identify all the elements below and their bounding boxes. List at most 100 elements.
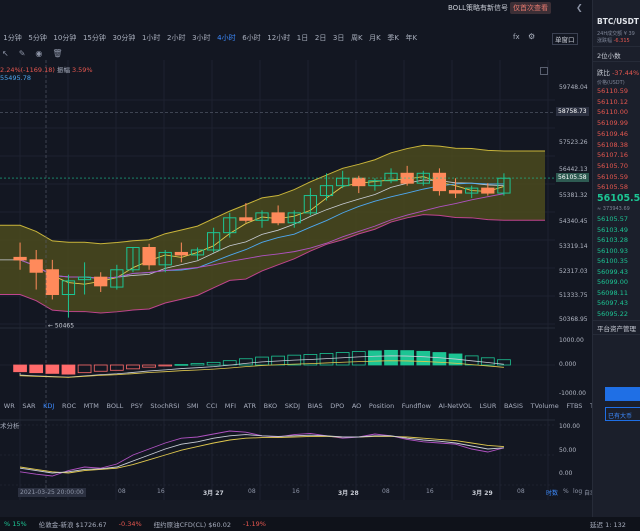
indicator-tab-stochrsi[interactable]: StochRSI — [150, 401, 180, 410]
timeframe-16[interactable]: 季K — [387, 34, 399, 42]
indicator-tab-roc[interactable]: ROC — [61, 401, 77, 410]
change-ratio: 跌比 -37.44% — [597, 67, 639, 77]
ask-row[interactable]: 56110.12 — [597, 97, 629, 106]
expand-icon[interactable] — [540, 67, 548, 75]
indicator-tab-atr[interactable]: ATR — [243, 401, 257, 410]
collapse-icon[interactable]: ❮ — [576, 3, 583, 12]
indicator-tab-fundflow[interactable]: Fundflow — [401, 401, 431, 410]
bid-row[interactable]: 56099.00 — [597, 278, 629, 286]
timeframe-6[interactable]: 2小时 — [167, 34, 186, 42]
timeframe-3[interactable]: 15分钟 — [82, 34, 106, 42]
trade-button[interactable] — [605, 387, 640, 401]
candle-body — [13, 256, 27, 261]
timeframe-4[interactable]: 30分钟 — [112, 34, 136, 42]
bid-row[interactable]: 56099.43 — [597, 267, 629, 276]
indicator-tab-sar[interactable]: SAR — [22, 401, 36, 410]
ask-row[interactable]: 56107.16 — [597, 151, 629, 160]
timeframe-11[interactable]: 1日 — [296, 34, 309, 42]
ask-row[interactable]: 56108.38 — [597, 140, 629, 149]
indicator-tab-smi[interactable]: SMI — [186, 401, 199, 410]
cursor-icon[interactable]: ↖ — [2, 48, 9, 58]
axis-control-3[interactable]: 自动 — [584, 490, 597, 497]
bid-row[interactable]: 56103.49 — [597, 225, 629, 234]
ask-row[interactable]: 56109.46 — [597, 129, 629, 138]
indicator-tab-kdj[interactable]: KDJ — [43, 401, 55, 410]
timeframe-5[interactable]: 1小时 — [141, 34, 161, 42]
axis-control-1[interactable]: % — [563, 488, 569, 495]
ticker-item-3[interactable]: 纽约原油CFD(CL) $60.02 — [153, 521, 231, 529]
bid-row[interactable]: 56100.93 — [597, 246, 629, 255]
pair-title[interactable]: BTC/USDT — [597, 17, 639, 26]
candle-body — [384, 172, 398, 182]
bid-row[interactable]: 56105.57 — [597, 215, 629, 223]
indicator-tab-ao[interactable]: AO — [351, 401, 362, 410]
indicator-tab-wr[interactable]: WR — [3, 401, 15, 410]
bid-row[interactable]: 56103.28 — [597, 236, 629, 244]
ticker-item-4[interactable]: -1.19% — [242, 520, 266, 528]
bid-row[interactable]: 56095.22 — [597, 309, 629, 318]
indicator-tab-boll[interactable]: BOLL — [106, 401, 124, 410]
indicator-tab-dpo[interactable]: DPO — [330, 401, 345, 410]
axis-control-2[interactable]: log — [573, 488, 583, 495]
main-chart-svg[interactable]: ← 50465 — [0, 60, 555, 500]
axis-control-0[interactable]: 时数 — [546, 490, 559, 497]
timeframe-12[interactable]: 2日 — [314, 34, 327, 42]
ask-row[interactable]: 56105.59 — [597, 172, 629, 181]
depth-select[interactable]: 2位小数 — [597, 52, 621, 60]
indicator-tab-skdj[interactable]: SKDJ — [284, 401, 301, 410]
indicator-tab-position[interactable]: Position — [368, 401, 395, 410]
macd-bar — [126, 364, 140, 370]
ticker-item-2[interactable]: -0.34% — [118, 520, 142, 528]
price-axis[interactable]: 59748.04 57523.26 56442.13 55381.32 54340.45… — [555, 60, 592, 500]
indicator-tab-mfi[interactable]: MFI — [224, 401, 237, 410]
indicator-tab-ai-netvol[interactable]: AI-NetVOL — [438, 401, 472, 410]
macd-bar — [45, 364, 60, 374]
window-mode-select[interactable]: 单窗口 — [552, 33, 578, 45]
have-coin-button[interactable]: 已有大币 — [605, 407, 640, 421]
indicator-tab-tvolume[interactable]: TVolume — [530, 401, 559, 410]
boll-notice[interactable]: BOLL策略有新信号 仅首次查看 — [448, 2, 551, 14]
timeframe-15[interactable]: 月K — [369, 34, 381, 42]
ask-row[interactable]: 56110.00 — [597, 108, 629, 117]
trash-icon[interactable]: 🗑 — [52, 48, 63, 58]
eye-icon[interactable]: ◉ — [35, 48, 43, 58]
ask-row[interactable]: 56105.70 — [597, 161, 629, 170]
timeframe-17[interactable]: 年K — [405, 34, 418, 42]
indicator-tab-bias[interactable]: BIAS — [307, 401, 323, 410]
ask-row[interactable]: 56105.58 — [597, 183, 629, 192]
ticker-item-1[interactable]: 伦敦金-新浪 $1726.67 — [38, 521, 107, 529]
timeframe-1[interactable]: 5分钟 — [28, 34, 47, 42]
timeframe-2[interactable]: 10分钟 — [53, 34, 77, 42]
change-24h-label: 涨跌幅 — [597, 38, 613, 44]
candle-body — [448, 190, 463, 194]
indicator-tab-basis[interactable]: BASIS — [503, 401, 524, 410]
indicator-tab-lsur[interactable]: LSUR — [479, 401, 497, 410]
timeframe-8[interactable]: 4小时 — [217, 34, 236, 42]
indicator-tab-bko[interactable]: BKO — [263, 401, 278, 410]
indicator-tab-cci[interactable]: CCI — [206, 401, 218, 410]
timeframe-9[interactable]: 6小时 — [242, 34, 261, 42]
fx-button[interactable]: fx — [513, 33, 520, 41]
ask-row[interactable]: 56110.59 — [597, 87, 629, 95]
bid-row[interactable]: 56098.11 — [597, 288, 629, 297]
indicator-tab-ftbs[interactable]: FTBS — [566, 401, 583, 410]
time-tick: 08 — [517, 488, 525, 495]
volume-24h: 24H成交额 ¥ 39 — [597, 31, 635, 37]
ask-row[interactable]: 56109.99 — [597, 119, 629, 128]
time-axis[interactable]: 2021-03-25 20:00:00 08 16 3月 27 08 16 3月 28 08 1… — [0, 486, 596, 498]
bid-row[interactable]: 56100.35 — [597, 257, 629, 265]
timeframe-13[interactable]: 3日 — [332, 34, 345, 42]
indicator-tab-psy[interactable]: PSY — [130, 401, 143, 410]
bid-row[interactable]: 56097.43 — [597, 299, 629, 307]
gear-icon[interactable]: ⚙ — [528, 32, 536, 41]
boll-notice-badge[interactable]: 仅首次查看 — [510, 2, 551, 14]
asset-management-link[interactable]: 平台资产管理 — [597, 325, 636, 333]
timeframe-10[interactable]: 12小时 — [267, 34, 291, 42]
timeframe-7[interactable]: 3小时 — [192, 34, 211, 42]
pencil-icon[interactable]: ✎ — [18, 48, 26, 58]
timeframe-14[interactable]: 周K — [350, 34, 363, 42]
timeframe-0[interactable]: 1分钟 — [3, 34, 22, 42]
ticker-item-0[interactable]: % 15% — [4, 520, 27, 528]
rsi-axis-label: 50.00 — [559, 447, 577, 454]
indicator-tab-mtm[interactable]: MTM — [83, 401, 99, 410]
